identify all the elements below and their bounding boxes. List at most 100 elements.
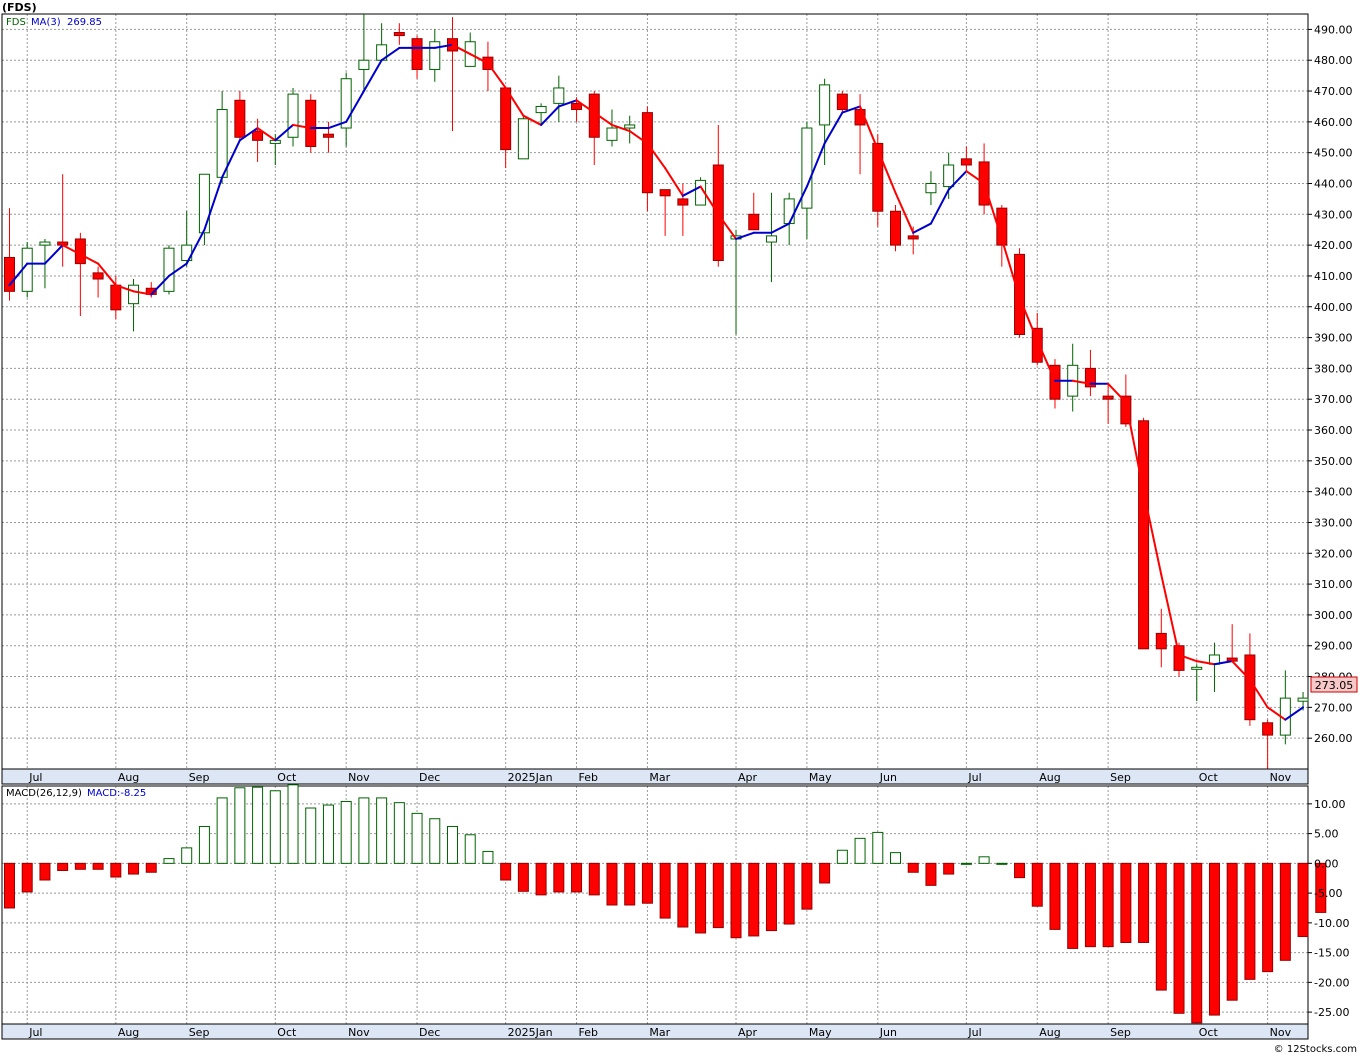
price-legend-symbol: FDS bbox=[6, 17, 26, 28]
candle-down bbox=[4, 256, 15, 292]
price-y-tick-label: 490.00 bbox=[1314, 23, 1353, 36]
macd-legend-label: MACD(26,12,9) bbox=[6, 788, 82, 799]
macd-bar-negative bbox=[500, 862, 512, 881]
macd-bar-positive bbox=[464, 834, 476, 864]
ma-segment bbox=[1178, 653, 1198, 663]
macd-bar-positive bbox=[305, 807, 317, 864]
macd-bar-positive bbox=[429, 818, 441, 864]
ma-segment bbox=[1107, 382, 1127, 404]
price-x-tick-label: Aug bbox=[118, 771, 139, 784]
candle-up bbox=[216, 109, 228, 178]
candle-down bbox=[748, 213, 760, 231]
price-legend-ma-value: 269.85 bbox=[67, 17, 102, 28]
macd-bar-negative bbox=[907, 862, 919, 873]
candle-down bbox=[659, 189, 671, 197]
macd-bar-negative bbox=[588, 862, 600, 896]
macd-bar-negative bbox=[57, 862, 69, 871]
ma-segment bbox=[522, 114, 543, 126]
macd-bar-negative bbox=[571, 862, 583, 893]
candle-down bbox=[1049, 364, 1061, 400]
ma-segment bbox=[646, 142, 667, 170]
candle-down bbox=[890, 210, 901, 246]
price-y-tick-label: 320.00 bbox=[1314, 547, 1353, 560]
candle-up bbox=[39, 241, 51, 246]
ma-segment bbox=[1248, 678, 1269, 709]
price-x-tick-label: 2025Jan bbox=[508, 771, 553, 784]
macd-bar-negative bbox=[517, 862, 529, 892]
ma-segment bbox=[97, 262, 117, 287]
macd-bar-negative bbox=[1102, 862, 1114, 948]
macd-bar-negative bbox=[1226, 862, 1238, 1001]
price-y-tick-label: 420.00 bbox=[1314, 239, 1353, 252]
price-y-tick-label: 480.00 bbox=[1314, 54, 1353, 67]
price-y-tick-label: 310.00 bbox=[1314, 578, 1353, 591]
price-x-tick-label: Feb bbox=[579, 771, 598, 784]
macd-y-tick-label: -25.00 bbox=[1314, 1006, 1349, 1019]
macd-bar-positive bbox=[322, 804, 334, 864]
ma-segment bbox=[876, 148, 897, 194]
price-y-tick-label: 300.00 bbox=[1314, 609, 1353, 622]
macd-x-tick-label: Jul bbox=[967, 1026, 981, 1039]
ma-segment bbox=[43, 244, 64, 265]
macd-x-tick-label: Aug bbox=[118, 1026, 139, 1039]
ma-segment bbox=[1213, 660, 1234, 666]
price-y-tick-label: 470.00 bbox=[1314, 85, 1353, 98]
macd-bar-positive bbox=[393, 802, 405, 864]
macd-bar-positive bbox=[872, 831, 884, 864]
price-y-tick-label: 440.00 bbox=[1314, 177, 1353, 190]
ma-segment bbox=[1142, 490, 1163, 576]
macd-bar-negative bbox=[1031, 862, 1043, 907]
price-x-tick-label: Oct bbox=[277, 771, 297, 784]
price-x-tick-label: Aug bbox=[1039, 771, 1060, 784]
price-x-tick-label: Jul bbox=[967, 771, 981, 784]
ma-segment bbox=[203, 176, 224, 231]
macd-bar-positive bbox=[836, 849, 848, 864]
candle-up bbox=[535, 105, 547, 114]
ma-segment bbox=[362, 59, 383, 93]
ma-segment bbox=[540, 105, 560, 126]
ma-segment bbox=[1000, 237, 1021, 299]
price-y-tick-label: 430.00 bbox=[1314, 208, 1353, 221]
candle-down bbox=[677, 198, 689, 206]
ma-segment bbox=[788, 185, 808, 225]
price-x-tick-label: Jul bbox=[28, 771, 42, 784]
macd-bar-negative bbox=[1049, 862, 1061, 930]
macd-bar-positive bbox=[447, 825, 458, 864]
price-x-tick-label: May bbox=[809, 771, 832, 784]
candle-up bbox=[624, 124, 636, 129]
ma-segment bbox=[593, 111, 613, 126]
macd-bar-positive bbox=[996, 862, 1008, 865]
macd-bar-negative bbox=[801, 862, 813, 910]
macd-bar-positive bbox=[269, 790, 281, 864]
ma-segment bbox=[1124, 401, 1145, 493]
candle-down bbox=[234, 99, 246, 138]
ma-segment bbox=[61, 244, 82, 256]
price-x-tick-label: Jun bbox=[879, 771, 897, 784]
price-y-tick-label: 350.00 bbox=[1314, 455, 1353, 468]
macd-bar-negative bbox=[1208, 862, 1220, 1016]
macd-y-tick-label: -20.00 bbox=[1314, 976, 1349, 989]
candle-down bbox=[571, 102, 583, 111]
macd-bar-positive bbox=[216, 797, 228, 864]
macd-y-tick-label: -5.00 bbox=[1314, 887, 1342, 900]
candle-up bbox=[198, 173, 210, 234]
candle-down bbox=[1031, 327, 1043, 363]
ma-segment bbox=[947, 170, 968, 191]
macd-bar-negative bbox=[1191, 862, 1203, 1024]
price-x-tick-label: Nov bbox=[348, 771, 370, 784]
macd-bar-negative bbox=[712, 862, 724, 929]
ma-segment bbox=[256, 127, 277, 142]
candle-down bbox=[1262, 722, 1274, 736]
moving-average-line bbox=[8, 43, 1305, 721]
ma-segment bbox=[221, 139, 241, 179]
ma-segment bbox=[805, 142, 826, 188]
ma-segment bbox=[345, 90, 365, 123]
macd-bar-positive bbox=[978, 856, 990, 864]
ma-segment bbox=[1071, 379, 1092, 385]
price-x-axis-strip bbox=[1, 768, 1309, 785]
candle-up bbox=[1191, 666, 1203, 670]
candle-up bbox=[801, 127, 813, 209]
price-y-tick-label: 410.00 bbox=[1314, 270, 1353, 283]
macd-bar-negative bbox=[4, 862, 15, 909]
candle-down bbox=[1102, 395, 1114, 400]
